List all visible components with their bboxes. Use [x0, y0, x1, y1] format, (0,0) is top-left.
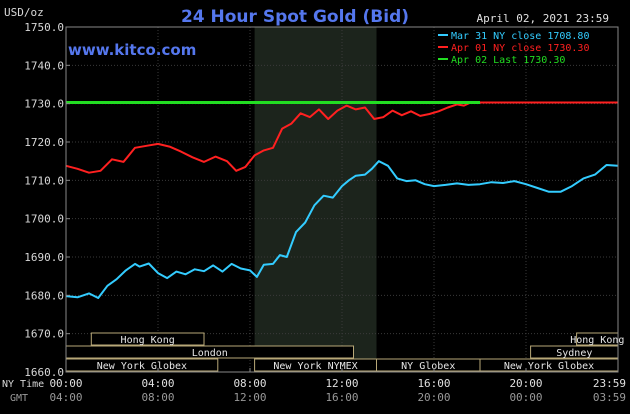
market-sessions: Hong Kong Hong Kong London Sydney New York G… — [65, 332, 624, 372]
y-axis-units: USD/oz — [4, 6, 44, 19]
x-tick-ny-3: 12:00 — [325, 377, 358, 390]
session-label-0: Hong Kong — [121, 335, 175, 346]
chart-date: April 02, 2021 23:59 — [477, 12, 609, 25]
grid-lines — [66, 27, 618, 372]
session-label-7: New York Globex — [504, 361, 594, 372]
nymex-hours-band — [254, 27, 377, 372]
y-tick-label-2: 1680.0 — [24, 289, 64, 302]
y-tick-label-6: 1720.0 — [24, 136, 64, 149]
x-tick-gmt-6: 03:59 — [593, 391, 626, 404]
session-label-6: NY Globex — [401, 361, 455, 372]
y-tick-label-0: 1660.0 — [24, 366, 64, 379]
y-tick-label-7: 1730.0 — [24, 98, 64, 111]
y-tick-label-5: 1710.0 — [24, 174, 64, 187]
x-axis-ticks: 00:0004:0004:0008:0008:0012:0012:0016:00… — [49, 368, 626, 404]
x-tick-ny-0: 00:00 — [49, 377, 82, 390]
x-tick-ny-6: 23:59 — [593, 377, 626, 390]
session-label-1: Hong Kong — [570, 335, 624, 346]
market-hours-highlight — [254, 27, 377, 372]
legend-item-apr02: Apr 02 Last 1730.30 — [451, 55, 565, 66]
y-tick-label-4: 1700.0 — [24, 213, 64, 226]
ny-time-label: NY Time — [2, 379, 44, 390]
x-tick-gmt-2: 12:00 — [233, 391, 266, 404]
x-tick-ny-5: 20:00 — [509, 377, 542, 390]
series-line-0 — [65, 160, 618, 299]
y-tick-label-1: 1670.0 — [24, 328, 64, 341]
gmt-label: GMT — [10, 393, 28, 404]
x-tick-gmt-0: 04:00 — [49, 391, 82, 404]
x-tick-gmt-5: 00:00 — [509, 391, 542, 404]
series-lines — [65, 101, 618, 299]
session-label-4: New York Globex — [97, 361, 187, 372]
legend-item-apr01: Apr 01 NY close 1730.30 — [451, 43, 589, 54]
chart-title: 24 Hour Spot Gold (Bid) — [181, 7, 409, 27]
series-line-1 — [65, 101, 618, 174]
legend: Mar 31 NY close 1708.80 Apr 01 NY close … — [438, 31, 589, 66]
y-tick-label-9: 1750.0 — [24, 21, 64, 34]
brand-link[interactable]: www.kitco.com — [68, 41, 196, 59]
x-tick-ny-1: 04:00 — [141, 377, 174, 390]
y-tick-label-8: 1740.0 — [24, 59, 64, 72]
y-axis-ticks: 1660.0 1670.0 1680.0 1690.0 1700.0 1710.0 1720… — [24, 21, 70, 379]
legend-item-mar31: Mar 31 NY close 1708.80 — [451, 31, 589, 42]
session-label-5: New York NYMEX — [273, 361, 357, 372]
x-tick-ny-4: 16:00 — [417, 377, 450, 390]
session-box-0 — [90, 332, 205, 346]
session-label-2: London — [192, 348, 228, 359]
x-tick-gmt-3: 16:00 — [325, 391, 358, 404]
session-label-3: Sydney — [556, 348, 592, 359]
x-tick-gmt-4: 20:00 — [417, 391, 450, 404]
y-tick-label-3: 1690.0 — [24, 251, 64, 264]
x-tick-ny-2: 08:00 — [233, 377, 266, 390]
x-tick-gmt-1: 08:00 — [141, 391, 174, 404]
